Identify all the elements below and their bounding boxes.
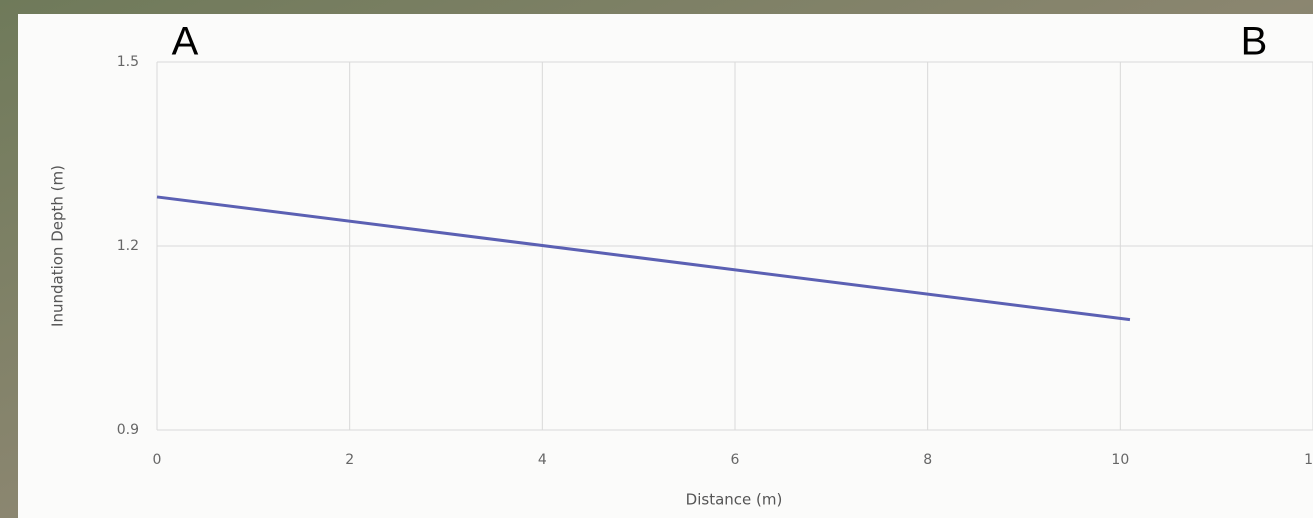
x-tick-label: 2 bbox=[345, 452, 354, 468]
y-tick-label: 0.9 bbox=[117, 422, 139, 438]
x-axis-title: Distance (m) bbox=[686, 491, 783, 509]
x-tick-label: 10 bbox=[1111, 452, 1129, 468]
chart: A B Distance (m) Inundation Depth (m) 0.… bbox=[0, 0, 1313, 518]
y-axis-title: Inundation Depth (m) bbox=[49, 165, 67, 327]
annotation: B bbox=[1241, 20, 1268, 64]
x-tick-label: 0 bbox=[153, 452, 162, 468]
x-tick-label: 8 bbox=[923, 452, 932, 468]
x-tick-label: 4 bbox=[538, 452, 547, 468]
annotation: A bbox=[172, 20, 199, 64]
y-tick-label: 1.2 bbox=[117, 238, 139, 254]
page: A B Distance (m) Inundation Depth (m) 0.… bbox=[0, 0, 1313, 518]
x-tick-label: 12 bbox=[1304, 452, 1313, 468]
x-tick-label: 6 bbox=[731, 452, 740, 468]
chart-panel bbox=[18, 14, 1313, 518]
y-tick-label: 1.5 bbox=[117, 54, 139, 70]
